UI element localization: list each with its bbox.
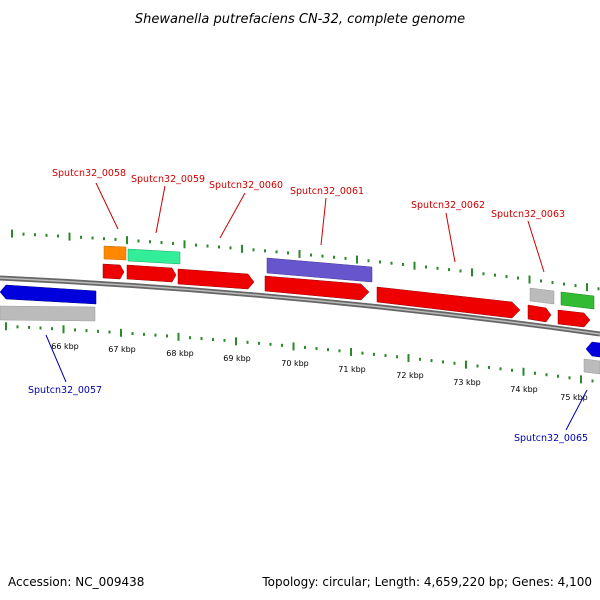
feature-cds-0059[interactable] [126, 264, 177, 283]
gene-label-0061[interactable]: Sputcn32_0061 [290, 186, 364, 197]
scale-labels: 66 kbp 67 kbp 68 kbp 69 kbp 70 kbp 71 kb… [51, 342, 588, 402]
genome-summary-text: Topology: circular; Length: 4,659,220 bp… [261, 575, 592, 589]
scale-label: 70 kbp [281, 359, 309, 368]
accession-text: Accession: NC_009438 [8, 575, 144, 589]
feature-gene-0058[interactable] [103, 245, 127, 261]
scale-ticks [5, 229, 600, 384]
feature-track [0, 245, 600, 375]
feature-cds-0065[interactable] [585, 341, 600, 358]
scale-label: 73 kbp [453, 378, 481, 387]
feature-gene-0057[interactable] [0, 305, 96, 322]
scale-label: 71 kbp [338, 365, 366, 374]
gene-label-0059[interactable]: Sputcn32_0059 [131, 174, 205, 185]
scale-label: 69 kbp [223, 354, 251, 363]
scale-label: 66 kbp [51, 342, 79, 351]
scale-label: 72 kbp [396, 371, 424, 380]
gene-label-0057[interactable]: Sputcn32_0057 [28, 385, 102, 396]
scale-label: 68 kbp [166, 349, 194, 358]
scale-label: 75 kbp [560, 393, 588, 402]
gene-label-0062[interactable]: Sputcn32_0062 [411, 200, 485, 211]
feature-cds-0058[interactable] [102, 263, 125, 280]
gene-label-0063[interactable]: Sputcn32_0063 [491, 209, 565, 220]
feature-gene-0065[interactable] [583, 358, 600, 375]
feature-gene-0061[interactable] [266, 257, 373, 283]
map-title: Shewanella putrefaciens CN-32, complete … [135, 12, 465, 27]
feature-gene-0064[interactable] [560, 291, 595, 310]
scale-label: 67 kbp [108, 345, 136, 354]
feature-cds-0063[interactable] [527, 304, 552, 323]
feature-gene-0059[interactable] [127, 248, 181, 265]
feature-gene-0063[interactable] [529, 287, 555, 305]
feature-cds-0064[interactable] [557, 309, 591, 328]
feature-cds-0061[interactable] [264, 275, 370, 301]
gene-label-0065[interactable]: Sputcn32_0065 [514, 433, 588, 444]
label-leaders [45, 182, 588, 431]
feature-cds-0060[interactable] [177, 268, 255, 290]
feature-cds-0057[interactable] [0, 284, 97, 305]
gene-label-0058[interactable]: Sputcn32_0058 [52, 168, 126, 179]
scale-label: 74 kbp [510, 385, 538, 394]
feature-cds-0062[interactable] [376, 286, 521, 319]
gene-label-0060[interactable]: Sputcn32_0060 [209, 180, 283, 191]
gene-labels: Sputcn32_0057 Sputcn32_0058 Sputcn32_005… [28, 168, 588, 444]
genome-backbone [0, 275, 600, 337]
